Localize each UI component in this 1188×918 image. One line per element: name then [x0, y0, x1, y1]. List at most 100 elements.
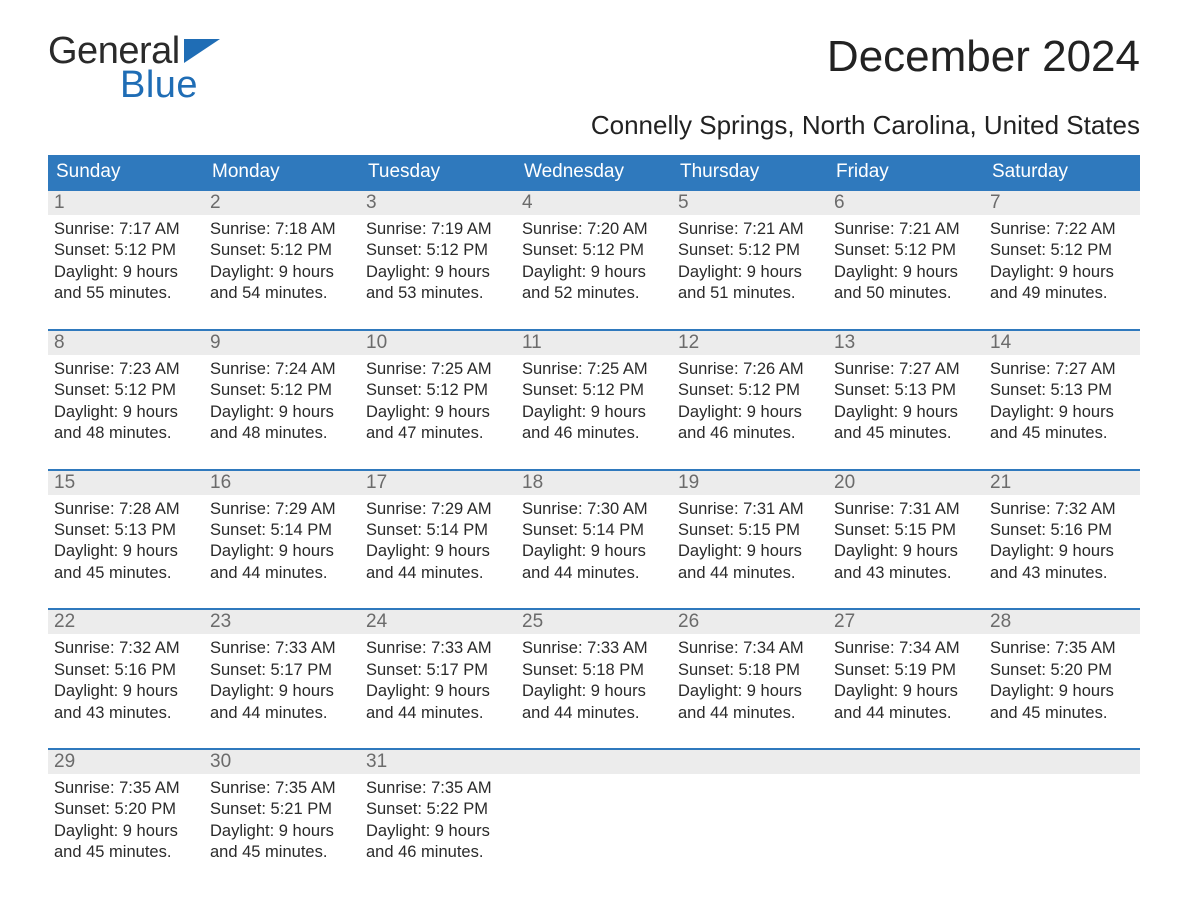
page-title: December 2024	[827, 32, 1140, 82]
calendar-day: 29Sunrise: 7:35 AMSunset: 5:20 PMDayligh…	[48, 750, 204, 864]
calendar-day: 16Sunrise: 7:29 AMSunset: 5:14 PMDayligh…	[204, 471, 360, 585]
sunset-text: Sunset: 5:15 PM	[834, 520, 978, 541]
sunrise-text: Sunrise: 7:33 AM	[366, 638, 510, 659]
day-details: Sunrise: 7:21 AMSunset: 5:12 PMDaylight:…	[828, 215, 984, 305]
day-details: Sunrise: 7:29 AMSunset: 5:14 PMDaylight:…	[204, 495, 360, 585]
calendar-day: 12Sunrise: 7:26 AMSunset: 5:12 PMDayligh…	[672, 331, 828, 445]
day-details: Sunrise: 7:27 AMSunset: 5:13 PMDaylight:…	[828, 355, 984, 445]
day-number: 2	[204, 191, 360, 215]
calendar-day: 30Sunrise: 7:35 AMSunset: 5:21 PMDayligh…	[204, 750, 360, 864]
sunrise-text: Sunrise: 7:35 AM	[54, 778, 198, 799]
daylight-text: Daylight: 9 hours and 43 minutes.	[834, 541, 978, 584]
sunset-text: Sunset: 5:12 PM	[834, 240, 978, 261]
day-number: 14	[984, 331, 1140, 355]
day-number: 16	[204, 471, 360, 495]
sunset-text: Sunset: 5:18 PM	[678, 660, 822, 681]
calendar-week: 22Sunrise: 7:32 AMSunset: 5:16 PMDayligh…	[48, 608, 1140, 724]
daylight-text: Daylight: 9 hours and 49 minutes.	[990, 262, 1134, 305]
day-number: 18	[516, 471, 672, 495]
sunset-text: Sunset: 5:13 PM	[54, 520, 198, 541]
day-number: 29	[48, 750, 204, 774]
daylight-text: Daylight: 9 hours and 44 minutes.	[522, 541, 666, 584]
sunrise-text: Sunrise: 7:20 AM	[522, 219, 666, 240]
sunrise-text: Sunrise: 7:21 AM	[678, 219, 822, 240]
day-number: 20	[828, 471, 984, 495]
calendar-day: .	[828, 750, 984, 864]
day-number: 1	[48, 191, 204, 215]
sunset-text: Sunset: 5:12 PM	[678, 240, 822, 261]
day-number: 21	[984, 471, 1140, 495]
sunset-text: Sunset: 5:12 PM	[522, 380, 666, 401]
daylight-text: Daylight: 9 hours and 43 minutes.	[990, 541, 1134, 584]
daylight-text: Daylight: 9 hours and 45 minutes.	[54, 821, 198, 864]
day-details: Sunrise: 7:22 AMSunset: 5:12 PMDaylight:…	[984, 215, 1140, 305]
sunrise-text: Sunrise: 7:30 AM	[522, 499, 666, 520]
sunset-text: Sunset: 5:12 PM	[366, 240, 510, 261]
daylight-text: Daylight: 9 hours and 55 minutes.	[54, 262, 198, 305]
sunrise-text: Sunrise: 7:35 AM	[210, 778, 354, 799]
calendar-header-cell: Sunday	[48, 155, 204, 189]
day-details: Sunrise: 7:27 AMSunset: 5:13 PMDaylight:…	[984, 355, 1140, 445]
location-subtitle: Connelly Springs, North Carolina, United…	[48, 110, 1140, 141]
calendar-day: 4Sunrise: 7:20 AMSunset: 5:12 PMDaylight…	[516, 191, 672, 305]
day-number: 3	[360, 191, 516, 215]
day-details: Sunrise: 7:28 AMSunset: 5:13 PMDaylight:…	[48, 495, 204, 585]
calendar-day: 31Sunrise: 7:35 AMSunset: 5:22 PMDayligh…	[360, 750, 516, 864]
calendar-day: 1 Sunrise: 7:17 AMSunset: 5:12 PMDaylight…	[48, 191, 204, 305]
day-number: 4	[516, 191, 672, 215]
calendar-header-cell: Wednesday	[516, 155, 672, 189]
brand-flag-icon	[184, 39, 220, 63]
sunset-text: Sunset: 5:12 PM	[54, 240, 198, 261]
sunrise-text: Sunrise: 7:17 AM	[54, 219, 198, 240]
sunset-text: Sunset: 5:18 PM	[522, 660, 666, 681]
daylight-text: Daylight: 9 hours and 48 minutes.	[210, 402, 354, 445]
daylight-text: Daylight: 9 hours and 45 minutes.	[990, 681, 1134, 724]
daylight-text: Daylight: 9 hours and 45 minutes.	[54, 541, 198, 584]
calendar-day: 28Sunrise: 7:35 AMSunset: 5:20 PMDayligh…	[984, 610, 1140, 724]
sunrise-text: Sunrise: 7:32 AM	[990, 499, 1134, 520]
sunrise-text: Sunrise: 7:27 AM	[990, 359, 1134, 380]
day-details: Sunrise: 7:29 AMSunset: 5:14 PMDaylight:…	[360, 495, 516, 585]
calendar-header-cell: Monday	[204, 155, 360, 189]
sunset-text: Sunset: 5:14 PM	[522, 520, 666, 541]
daylight-text: Daylight: 9 hours and 44 minutes.	[366, 681, 510, 724]
sunrise-text: Sunrise: 7:25 AM	[522, 359, 666, 380]
day-details: Sunrise: 7:18 AMSunset: 5:12 PMDaylight:…	[204, 215, 360, 305]
calendar: SundayMondayTuesdayWednesdayThursdayFrid…	[48, 155, 1140, 864]
day-number: 10	[360, 331, 516, 355]
day-details: Sunrise: 7:25 AMSunset: 5:12 PMDaylight:…	[516, 355, 672, 445]
sunrise-text: Sunrise: 7:24 AM	[210, 359, 354, 380]
day-details: Sunrise: 7:23 AMSunset: 5:12 PMDaylight:…	[48, 355, 204, 445]
calendar-day: 7Sunrise: 7:22 AMSunset: 5:12 PMDaylight…	[984, 191, 1140, 305]
calendar-day: 11Sunrise: 7:25 AMSunset: 5:12 PMDayligh…	[516, 331, 672, 445]
calendar-week: 15Sunrise: 7:28 AMSunset: 5:13 PMDayligh…	[48, 469, 1140, 585]
calendar-header-row: SundayMondayTuesdayWednesdayThursdayFrid…	[48, 155, 1140, 189]
sunrise-text: Sunrise: 7:31 AM	[678, 499, 822, 520]
daylight-text: Daylight: 9 hours and 53 minutes.	[366, 262, 510, 305]
sunset-text: Sunset: 5:12 PM	[210, 380, 354, 401]
day-details: Sunrise: 7:33 AMSunset: 5:17 PMDaylight:…	[360, 634, 516, 724]
brand-logo: General Blue	[48, 32, 220, 104]
sunset-text: Sunset: 5:16 PM	[990, 520, 1134, 541]
sunrise-text: Sunrise: 7:27 AM	[834, 359, 978, 380]
calendar-day: .	[984, 750, 1140, 864]
calendar-header-cell: Friday	[828, 155, 984, 189]
sunrise-text: Sunrise: 7:18 AM	[210, 219, 354, 240]
day-details: Sunrise: 7:33 AMSunset: 5:18 PMDaylight:…	[516, 634, 672, 724]
sunrise-text: Sunrise: 7:25 AM	[366, 359, 510, 380]
sunrise-text: Sunrise: 7:29 AM	[210, 499, 354, 520]
calendar-day: 17Sunrise: 7:29 AMSunset: 5:14 PMDayligh…	[360, 471, 516, 585]
day-details: Sunrise: 7:35 AMSunset: 5:22 PMDaylight:…	[360, 774, 516, 864]
sunset-text: Sunset: 5:12 PM	[678, 380, 822, 401]
day-number: 23	[204, 610, 360, 634]
calendar-day: 25Sunrise: 7:33 AMSunset: 5:18 PMDayligh…	[516, 610, 672, 724]
daylight-text: Daylight: 9 hours and 50 minutes.	[834, 262, 978, 305]
calendar-week: 1Sunrise: 7:17 AMSunset: 5:12 PMDaylight…	[48, 189, 1140, 305]
day-number: .	[828, 750, 984, 774]
daylight-text: Daylight: 9 hours and 44 minutes.	[210, 541, 354, 584]
daylight-text: Daylight: 9 hours and 47 minutes.	[366, 402, 510, 445]
sunrise-text: Sunrise: 7:21 AM	[834, 219, 978, 240]
day-number: 9	[204, 331, 360, 355]
calendar-day: 19Sunrise: 7:31 AMSunset: 5:15 PMDayligh…	[672, 471, 828, 585]
sunrise-text: Sunrise: 7:26 AM	[678, 359, 822, 380]
